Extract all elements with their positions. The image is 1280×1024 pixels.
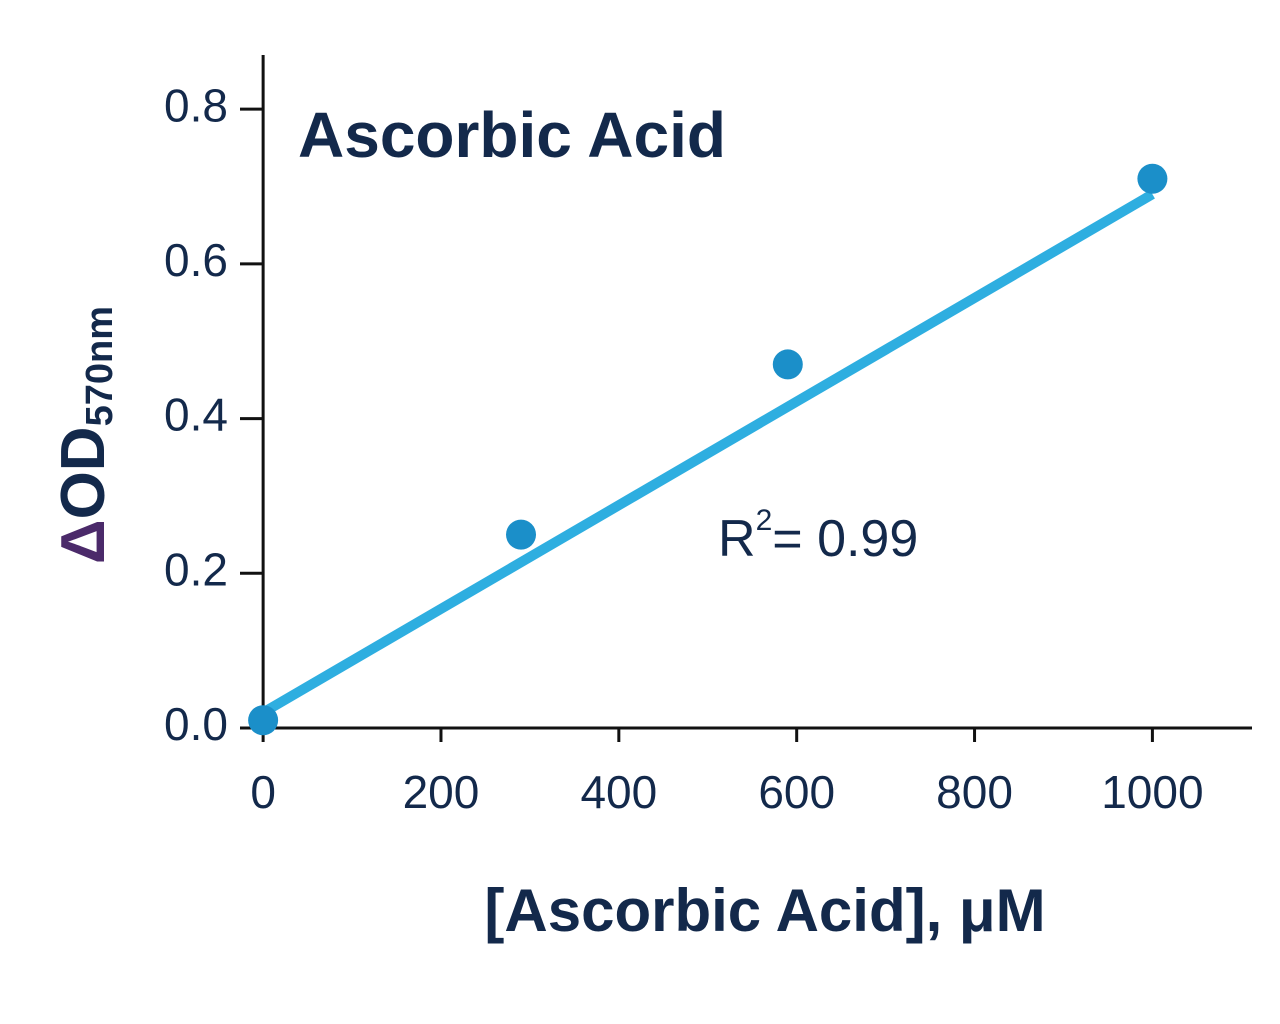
y-tick-label: 0.8 (164, 79, 228, 131)
x-axis-label: [Ascorbic Acid], μM (484, 877, 1045, 944)
x-tick-label: 200 (403, 766, 480, 818)
y-tick-label: 0.2 (164, 543, 228, 595)
y-label-subscript: 570nm (79, 306, 121, 426)
x-tick-label: 400 (580, 766, 657, 818)
data-point (772, 349, 803, 380)
y-label-delta: Δ (49, 519, 118, 564)
y-axis-label: ΔOD570nm (49, 306, 121, 564)
annotation-r: R (718, 510, 756, 568)
y-tick-label: 0.4 (164, 389, 228, 441)
data-point (248, 705, 279, 736)
annotation-value: = 0.99 (772, 510, 918, 568)
data-point (506, 519, 537, 550)
y-tick-label: 0.6 (164, 234, 228, 286)
chart-title: Ascorbic Acid (298, 99, 726, 171)
y-tick-label: 0.0 (164, 698, 228, 750)
x-tick-label: 800 (936, 766, 1013, 818)
x-tick-label: 0 (250, 766, 276, 818)
fit-line (260, 189, 1155, 717)
data-point (1137, 163, 1168, 194)
annotation-superscript: 2 (756, 504, 773, 537)
y-label-main: OD (49, 426, 118, 519)
x-tick-label: 600 (758, 766, 835, 818)
annotation: R2= 0.99 (718, 504, 918, 568)
x-tick-label: 1000 (1101, 766, 1203, 818)
